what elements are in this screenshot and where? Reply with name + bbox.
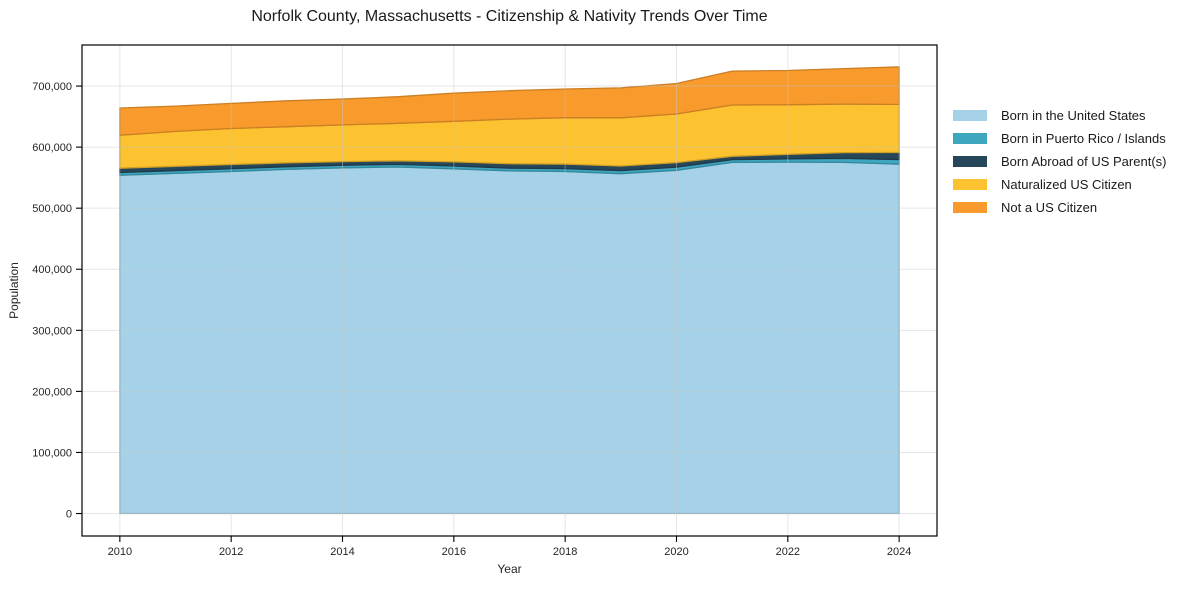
legend-item-born-in-the-united-states: Born in the United States [953, 107, 1166, 123]
x-tick-label: 2016 [442, 546, 466, 558]
y-tick-label: 500,000 [32, 203, 72, 215]
legend-label: Born Abroad of US Parent(s) [1001, 153, 1167, 169]
legend-label: Born in Puerto Rico / Islands [1001, 130, 1166, 146]
y-tick-label: 400,000 [32, 264, 72, 276]
legend: Born in the United States Born in Puerto … [953, 107, 1167, 215]
legend-swatch-icon [953, 155, 987, 167]
y-axis-label: Population [7, 262, 21, 319]
y-tick-label: 300,000 [32, 325, 72, 337]
y-tick-label: 100,000 [32, 447, 72, 459]
x-tick-label: 2010 [108, 546, 132, 558]
x-tick-label: 2022 [776, 546, 800, 558]
legend-label: Born in the United States [1001, 107, 1146, 123]
x-tick-label: 2020 [664, 546, 688, 558]
legend-swatch-icon [953, 178, 987, 190]
legend-swatch-icon [953, 132, 987, 144]
y-tick-label: 600,000 [32, 142, 72, 154]
x-tick-label: 2014 [330, 546, 354, 558]
x-tick-label: 2024 [887, 546, 911, 558]
legend-label: Not a US Citizen [1001, 199, 1098, 215]
y-tick-label: 700,000 [32, 81, 72, 93]
legend-swatch-icon [953, 201, 987, 213]
area-born-in-the-united-states [119, 161, 900, 515]
x-axis-label: Year [497, 562, 521, 576]
legend-item-born-abroad-of-us-parent-s: Born Abroad of US Parent(s) [953, 153, 1167, 169]
y-tick-label: 200,000 [32, 386, 72, 398]
area-not-a-us-citizen [119, 66, 900, 136]
chart-title: Norfolk County, Massachusetts - Citizens… [251, 8, 768, 25]
x-tick-label: 2012 [219, 546, 243, 558]
legend-swatch-icon [953, 109, 987, 121]
legend-item-naturalized-us-citizen: Naturalized US Citizen [953, 176, 1166, 192]
legend-item-not-a-us-citizen: Not a US Citizen [953, 199, 1166, 215]
plot-border [81, 44, 938, 537]
legend-item-born-in-puerto-rico-islands: Born in Puerto Rico / Islands [953, 130, 1166, 146]
y-tick-label: 0 [66, 509, 72, 521]
x-tick-label: 2018 [553, 546, 577, 558]
legend-label: Naturalized US Citizen [1001, 176, 1132, 192]
